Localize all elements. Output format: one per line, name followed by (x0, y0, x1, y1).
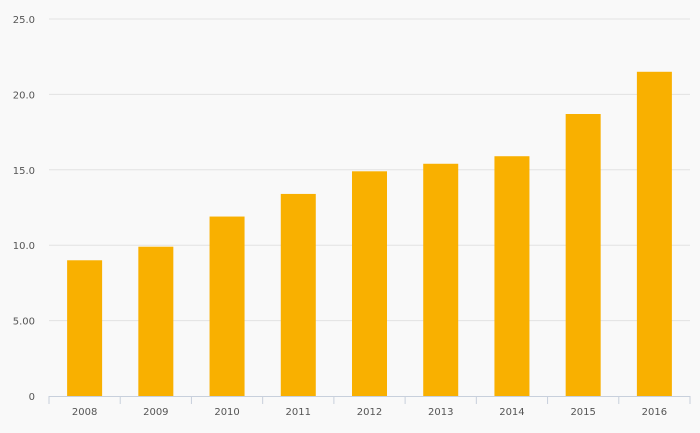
bar-2015 (565, 114, 601, 396)
x-tick-label: 2015 (570, 407, 595, 418)
y-tick-label: 10.0 (13, 241, 35, 252)
x-axis (48, 396, 691, 404)
x-axis-labels: 2008 2009 2010 2011 2012 2013 2014 2015 2016 (72, 407, 667, 418)
bar-2016 (636, 71, 672, 396)
y-tick-label: 20.0 (13, 90, 35, 101)
bar-2009 (138, 246, 174, 396)
bar-2010 (209, 216, 245, 396)
x-tick-label: 2012 (357, 407, 382, 418)
bar-2011 (280, 193, 316, 396)
x-tick-label: 2016 (642, 407, 667, 418)
bar-2012 (352, 171, 387, 396)
y-tick-label: 0 (29, 392, 35, 403)
bars (67, 71, 672, 396)
x-tick-label: 2009 (143, 407, 168, 418)
x-tick-label: 2008 (72, 407, 97, 418)
x-tick-label: 2011 (286, 407, 311, 418)
x-tick-label: 2013 (428, 407, 453, 418)
y-tick-label: 15.0 (13, 166, 35, 177)
x-tick-label: 2010 (214, 407, 239, 418)
bar-2014 (494, 156, 530, 396)
bar-2013 (423, 163, 459, 396)
x-tick-label: 2014 (499, 407, 524, 418)
y-axis-labels: 0 5.00 10.0 15.0 20.0 25.0 (13, 15, 35, 403)
y-tick-label: 5.00 (13, 317, 35, 328)
bar-2008 (67, 260, 103, 396)
y-tick-label: 25.0 (13, 15, 35, 26)
